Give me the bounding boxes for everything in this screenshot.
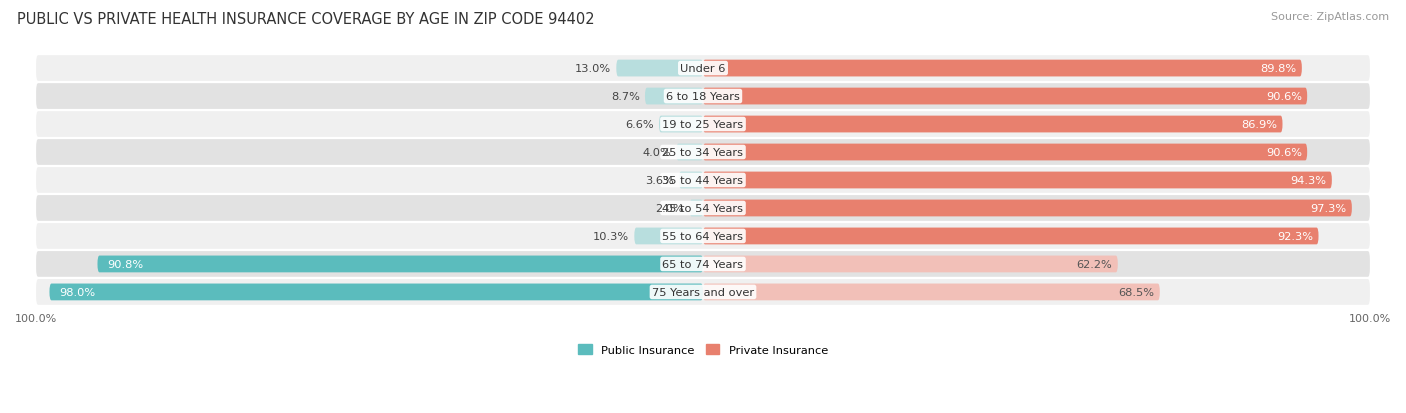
FancyBboxPatch shape [645, 88, 703, 105]
FancyBboxPatch shape [49, 284, 703, 301]
Text: 55 to 64 Years: 55 to 64 Years [662, 231, 744, 241]
FancyBboxPatch shape [37, 252, 1369, 277]
FancyBboxPatch shape [37, 196, 1369, 221]
Text: 13.0%: 13.0% [575, 64, 612, 74]
Text: 97.3%: 97.3% [1310, 204, 1347, 214]
Text: 19 to 25 Years: 19 to 25 Years [662, 120, 744, 130]
FancyBboxPatch shape [703, 144, 1308, 161]
FancyBboxPatch shape [676, 144, 703, 161]
FancyBboxPatch shape [37, 84, 1369, 109]
FancyBboxPatch shape [703, 61, 1302, 77]
Text: 25 to 34 Years: 25 to 34 Years [662, 148, 744, 158]
FancyBboxPatch shape [37, 279, 1369, 305]
Text: 6 to 18 Years: 6 to 18 Years [666, 92, 740, 102]
Text: 94.3%: 94.3% [1291, 176, 1326, 185]
Text: 2.0%: 2.0% [655, 204, 685, 214]
FancyBboxPatch shape [37, 223, 1369, 249]
FancyBboxPatch shape [703, 284, 1160, 301]
FancyBboxPatch shape [37, 140, 1369, 166]
Text: 98.0%: 98.0% [59, 287, 96, 297]
Text: Under 6: Under 6 [681, 64, 725, 74]
FancyBboxPatch shape [703, 88, 1308, 105]
Text: 4.0%: 4.0% [643, 148, 671, 158]
Text: 45 to 54 Years: 45 to 54 Years [662, 204, 744, 214]
Text: 92.3%: 92.3% [1277, 231, 1313, 241]
Text: PUBLIC VS PRIVATE HEALTH INSURANCE COVERAGE BY AGE IN ZIP CODE 94402: PUBLIC VS PRIVATE HEALTH INSURANCE COVER… [17, 12, 595, 27]
Text: 35 to 44 Years: 35 to 44 Years [662, 176, 744, 185]
FancyBboxPatch shape [37, 168, 1369, 193]
FancyBboxPatch shape [703, 116, 1282, 133]
FancyBboxPatch shape [679, 172, 703, 189]
FancyBboxPatch shape [616, 61, 703, 77]
Text: 3.6%: 3.6% [645, 176, 673, 185]
FancyBboxPatch shape [634, 228, 703, 245]
Legend: Public Insurance, Private Insurance: Public Insurance, Private Insurance [574, 340, 832, 360]
FancyBboxPatch shape [703, 228, 1319, 245]
Text: 62.2%: 62.2% [1077, 259, 1112, 269]
FancyBboxPatch shape [37, 56, 1369, 82]
Text: 6.6%: 6.6% [626, 120, 654, 130]
Text: 90.6%: 90.6% [1265, 92, 1302, 102]
Text: 8.7%: 8.7% [610, 92, 640, 102]
FancyBboxPatch shape [690, 200, 703, 217]
FancyBboxPatch shape [97, 256, 703, 273]
FancyBboxPatch shape [37, 112, 1369, 138]
FancyBboxPatch shape [703, 256, 1118, 273]
Text: 90.8%: 90.8% [107, 259, 143, 269]
Text: 65 to 74 Years: 65 to 74 Years [662, 259, 744, 269]
Text: 68.5%: 68.5% [1119, 287, 1154, 297]
FancyBboxPatch shape [703, 172, 1331, 189]
Text: 89.8%: 89.8% [1260, 64, 1296, 74]
Text: 75 Years and over: 75 Years and over [652, 287, 754, 297]
FancyBboxPatch shape [703, 200, 1353, 217]
Text: Source: ZipAtlas.com: Source: ZipAtlas.com [1271, 12, 1389, 22]
Text: 90.6%: 90.6% [1265, 148, 1302, 158]
FancyBboxPatch shape [659, 116, 703, 133]
Text: 10.3%: 10.3% [593, 231, 628, 241]
Text: 86.9%: 86.9% [1241, 120, 1277, 130]
